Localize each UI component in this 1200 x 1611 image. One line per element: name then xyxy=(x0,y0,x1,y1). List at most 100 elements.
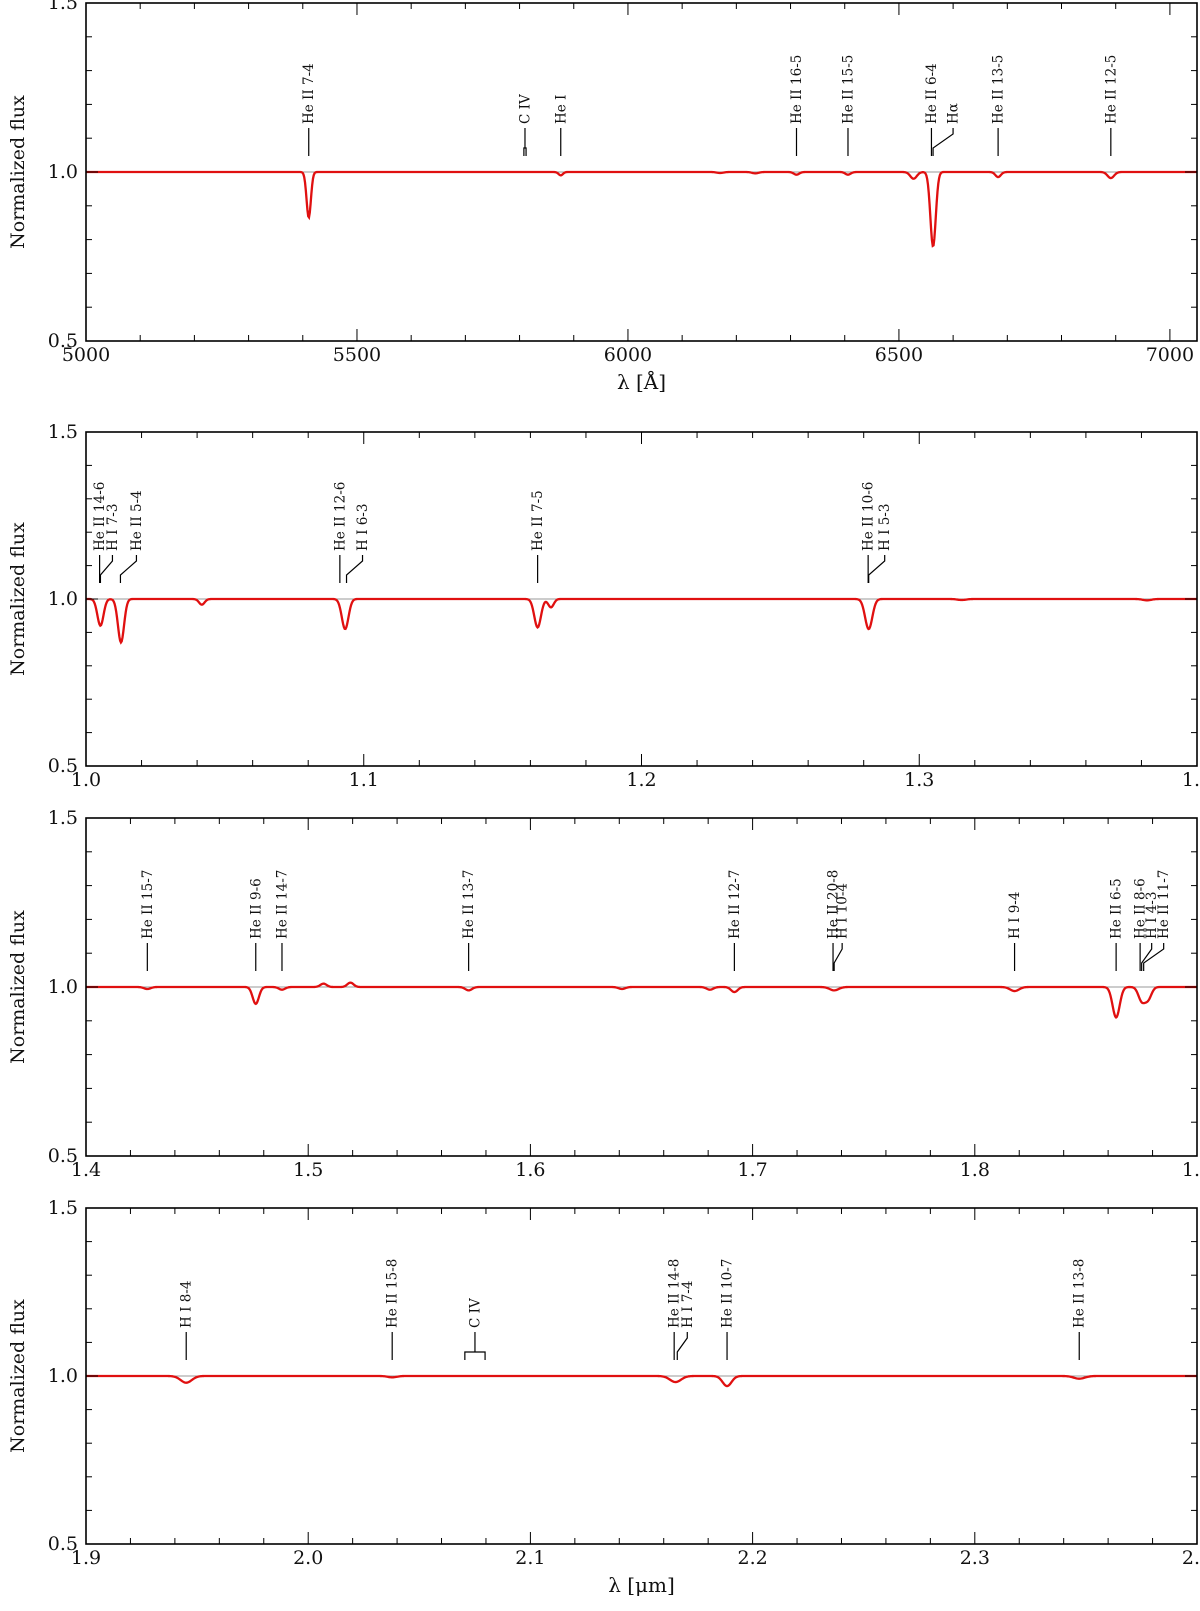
line-id-marker: He II 6-5 xyxy=(1109,878,1125,971)
x-tick-label: 1.4 xyxy=(71,1159,101,1181)
line-id-marker: He II 12-7 xyxy=(727,870,743,971)
line-id-label: He I xyxy=(553,95,569,124)
x-tick-label: 6000 xyxy=(604,344,652,366)
line-id-marker: H I 5-3 xyxy=(868,504,893,583)
spectrum-series xyxy=(86,597,1197,645)
line-id-label: He II 15-7 xyxy=(140,870,156,939)
x-tick-label: 1.1 xyxy=(349,769,379,791)
spectrum-series xyxy=(86,1374,1197,1388)
line-id-label: He II 9-6 xyxy=(248,878,264,939)
marker-bracket xyxy=(464,1351,486,1360)
x-tick-label: 1.6 xyxy=(515,1159,545,1181)
y-tick-label: 1.5 xyxy=(48,1197,78,1219)
line-id-marker: He II 15-5 xyxy=(840,55,856,156)
line-id-label: C IV xyxy=(517,94,533,124)
line-id-label: H I 5-3 xyxy=(877,504,893,551)
marker-bracket xyxy=(523,147,527,156)
marker-lean xyxy=(868,555,886,583)
line-id-marker: He II 14-6 xyxy=(92,482,108,583)
marker-lean xyxy=(99,555,114,583)
x-tick-label: 5000 xyxy=(62,344,110,366)
x-tick-label: 1.9 xyxy=(71,1547,101,1569)
line-id-marker: C IV xyxy=(464,1298,486,1360)
x-tick-label: 1.3 xyxy=(904,769,934,791)
line-id-label: H I 7-3 xyxy=(105,504,121,551)
y-tick-label: 1.0 xyxy=(48,588,78,610)
line-id-marker: He II 5-4 xyxy=(119,490,145,583)
line-id-marker: He II 7-5 xyxy=(530,490,546,583)
y-tick-label: 0.5 xyxy=(48,330,78,352)
line-id-marker: He II 15-7 xyxy=(140,870,156,971)
line-id-marker: H I 6-3 xyxy=(345,504,371,583)
y-tick-label: 0.5 xyxy=(48,1145,78,1167)
x-tick-label: 1.0 xyxy=(71,769,101,791)
x-tick-label: 6500 xyxy=(875,344,923,366)
line-id-marker: He II 14-7 xyxy=(274,870,290,971)
line-id-label: He II 8-6 xyxy=(1133,878,1149,939)
marker-lean xyxy=(1141,943,1153,971)
marker-lean xyxy=(345,555,364,583)
line-id-marker: He II 10-6 xyxy=(861,482,877,583)
y-axis-label: Normalized flux xyxy=(7,910,29,1064)
line-id-marker: He II 20-8 xyxy=(826,870,842,971)
line-id-marker: H I 4-3 xyxy=(1141,892,1160,971)
line-id-marker: H I 9-4 xyxy=(1007,892,1023,971)
line-id-label: He II 10-7 xyxy=(720,1259,736,1328)
line-id-label: He II 14-6 xyxy=(92,482,108,551)
x-tick-label: 2.0 xyxy=(293,1547,323,1569)
marker-lean xyxy=(833,943,843,971)
line-id-marker: He II 11-7 xyxy=(1143,870,1172,971)
line-id-label: H I 4-3 xyxy=(1144,892,1160,939)
y-tick-label: 1.5 xyxy=(48,421,78,443)
x-axis-label: λ [Å] xyxy=(617,369,666,394)
line-id-marker: He II 12-5 xyxy=(1103,55,1119,156)
y-tick-label: 1.0 xyxy=(48,1365,78,1387)
line-id-label: H I 10-4 xyxy=(835,883,851,939)
line-id-label: He II 20-8 xyxy=(826,870,842,939)
x-tick-label: 2.2 xyxy=(737,1547,767,1569)
y-axis-label: Normalized flux xyxy=(7,1299,29,1453)
line-id-label: He II 7-4 xyxy=(301,63,317,124)
line-id-label: He II 12-5 xyxy=(1103,55,1119,124)
line-id-marker: Hα xyxy=(932,103,962,156)
line-id-label: He II 5-4 xyxy=(129,490,145,551)
y-tick-label: 0.5 xyxy=(48,755,78,777)
line-id-marker: He II 7-4 xyxy=(301,63,317,156)
line-id-label: He II 15-5 xyxy=(840,55,856,124)
x-tick-label: 2.3 xyxy=(960,1547,990,1569)
line-id-label: Hα xyxy=(946,103,962,124)
line-id-label: He II 12-7 xyxy=(727,870,743,939)
spectrum-series xyxy=(86,981,1197,1019)
x-axis-label: λ [μm] xyxy=(608,1573,675,1597)
marker-lean xyxy=(676,1332,688,1360)
x-tick-label: 1.5 xyxy=(293,1159,323,1181)
y-tick-label: 1.5 xyxy=(48,0,78,14)
x-tick-label: 7000 xyxy=(1146,344,1194,366)
marker-lean xyxy=(119,555,138,583)
line-id-marker: H I 8-4 xyxy=(179,1281,195,1360)
y-tick-label: 1.0 xyxy=(48,161,78,183)
line-id-label: He II 16-5 xyxy=(789,55,805,124)
x-tick-label: 1.2 xyxy=(626,769,656,791)
panel-1: 5000 5500 6000 6500 7000 0.5 1.0 1.5 Normalized … xyxy=(7,0,1198,394)
line-id-label: He II 11-7 xyxy=(1156,870,1172,939)
line-id-marker: He II 8-6 xyxy=(1133,878,1149,971)
line-id-label: H I 6-3 xyxy=(355,504,371,551)
line-id-marker: C IV xyxy=(517,94,533,156)
line-id-label: He II 15-8 xyxy=(385,1259,401,1328)
line-id-label: He II 13-7 xyxy=(461,870,477,939)
line-id-marker: He II 15-8 xyxy=(385,1259,401,1360)
x-tick-label: 1.9 xyxy=(1182,1159,1200,1181)
line-id-label: C IV xyxy=(467,1298,483,1328)
line-id-label: H I 7-4 xyxy=(680,1281,696,1328)
x-tick-label: 2.4 xyxy=(1182,1547,1200,1569)
y-tick-label: 1.0 xyxy=(48,976,78,998)
line-id-marker: He II 9-6 xyxy=(248,878,264,971)
y-axis-label: Normalized flux xyxy=(7,522,29,676)
line-id-marker: He II 13-8 xyxy=(1072,1259,1088,1360)
line-id-marker: He II 13-7 xyxy=(461,870,477,971)
x-tick-label: 5500 xyxy=(333,344,381,366)
y-tick-label: 1.5 xyxy=(48,807,78,829)
panel-4: 1.9 2.0 2.1 2.2 2.3 2.4 0.5 1.0 1.5 Normalized fl… xyxy=(7,1197,1200,1597)
